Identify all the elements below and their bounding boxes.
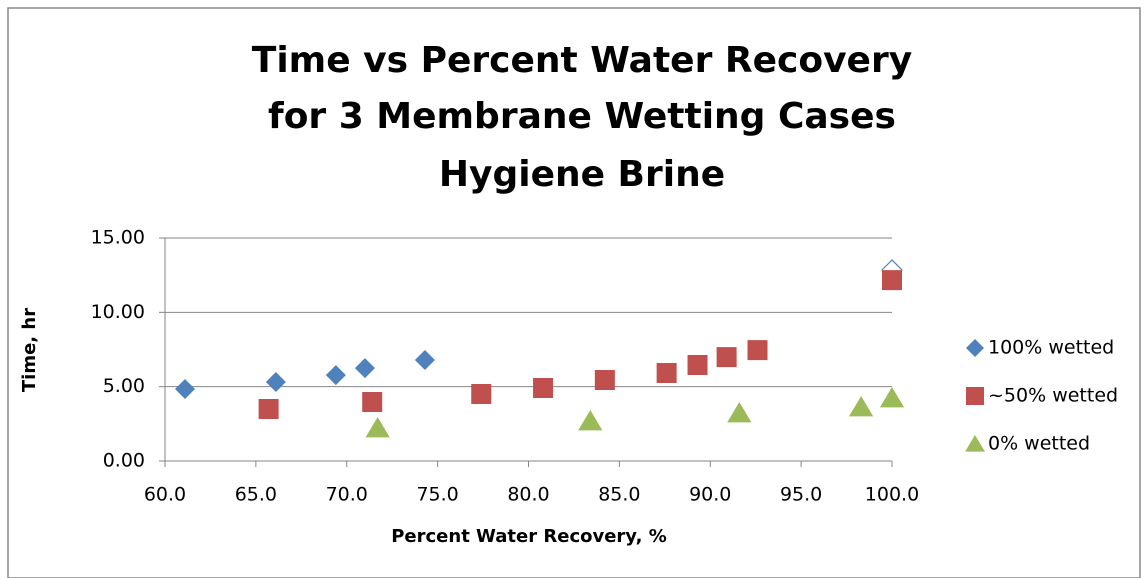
marker (656, 362, 677, 383)
x-tick-label: 60.0 (144, 484, 186, 506)
x-tick-label: 95.0 (780, 484, 822, 506)
marker (879, 386, 905, 408)
marker (414, 350, 435, 371)
marker (578, 410, 603, 431)
legend-marker (966, 387, 984, 405)
x-tick-label: 85.0 (598, 484, 640, 506)
x-tick-label: 80.0 (507, 484, 549, 506)
marker (716, 347, 737, 368)
marker (882, 270, 902, 291)
marker (354, 358, 375, 379)
marker (471, 383, 492, 404)
marker (533, 378, 554, 399)
x-tick-label: 65.0 (235, 484, 277, 506)
y-tick-label: 5.00 (103, 375, 145, 397)
x-tick-label: 75.0 (416, 484, 458, 506)
marker (365, 416, 390, 438)
chart-title: Time vs Percent Water Recovery (252, 40, 912, 81)
legend-marker (965, 435, 985, 452)
y-tick-label: 10.00 (91, 301, 145, 323)
x-tick-label: 100.0 (865, 484, 919, 506)
marker (849, 396, 874, 417)
legend-label: 100% wetted (988, 337, 1114, 359)
marker (687, 354, 708, 375)
marker (362, 391, 383, 412)
x-tick-label: 90.0 (689, 484, 731, 506)
chart-title: Hygiene Brine (439, 154, 725, 195)
marker (747, 340, 768, 361)
y-tick-label: 15.00 (91, 227, 145, 249)
marker (258, 398, 279, 419)
chart-title: for 3 Membrane Wetting Cases (268, 96, 896, 137)
legend-label: ~50% wetted (988, 385, 1118, 407)
marker (265, 372, 286, 393)
marker (727, 401, 752, 423)
y-axis-label: Time, hr (19, 308, 40, 392)
x-axis-label: Percent Water Recovery, % (391, 526, 667, 547)
legend-label: 0% wetted (988, 433, 1090, 455)
chart-frame (7, 7, 1141, 578)
y-tick-label: 0.00 (103, 450, 145, 472)
marker (325, 365, 346, 386)
legend-marker (966, 339, 984, 357)
marker (174, 379, 195, 400)
x-tick-label: 70.0 (326, 484, 368, 506)
marker (594, 369, 615, 390)
